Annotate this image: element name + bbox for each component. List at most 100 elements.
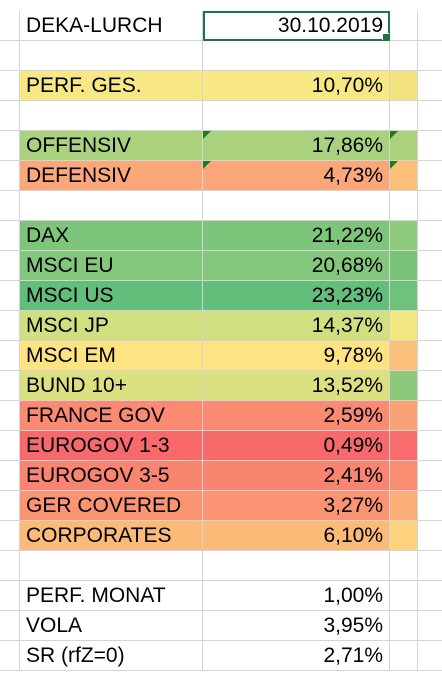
cell-label[interactable] bbox=[20, 551, 203, 581]
cell-empty[interactable] bbox=[418, 11, 442, 41]
cell-margin[interactable] bbox=[0, 71, 20, 101]
cell-empty[interactable] bbox=[418, 71, 442, 101]
cell-sparkcolor[interactable] bbox=[390, 341, 418, 371]
cell-margin[interactable] bbox=[0, 11, 20, 41]
cell-empty[interactable] bbox=[418, 161, 442, 191]
cell-value[interactable]: 1,00% bbox=[203, 581, 390, 611]
cell-empty[interactable] bbox=[418, 281, 442, 311]
cell-value[interactable]: 20,68% bbox=[203, 251, 390, 281]
cell-value[interactable]: 23,23% bbox=[203, 281, 390, 311]
cell-empty[interactable] bbox=[418, 371, 442, 401]
cell-sparkcolor[interactable] bbox=[390, 521, 418, 551]
cell-empty[interactable] bbox=[418, 521, 442, 551]
cell-margin[interactable] bbox=[0, 431, 20, 461]
cell-value[interactable]: 9,78% bbox=[203, 341, 390, 371]
cell-label[interactable]: MSCI EU bbox=[20, 251, 203, 281]
cell-value[interactable] bbox=[203, 191, 390, 221]
cell-value[interactable]: 3,95% bbox=[203, 611, 390, 641]
cell-margin[interactable] bbox=[0, 251, 20, 281]
cell-sparkcolor[interactable] bbox=[390, 401, 418, 431]
cell-empty[interactable] bbox=[418, 641, 442, 671]
cell-sparkcolor[interactable] bbox=[390, 311, 418, 341]
cell-label[interactable]: PERF. GES. bbox=[20, 71, 203, 101]
cell-label[interactable]: DEFENSIV bbox=[20, 161, 203, 191]
cell-empty[interactable] bbox=[418, 341, 442, 371]
cell-empty[interactable] bbox=[418, 191, 442, 221]
cell-value[interactable]: 14,37% bbox=[203, 311, 390, 341]
cell-value[interactable]: 4,73% bbox=[203, 161, 390, 191]
cell-empty[interactable] bbox=[418, 611, 442, 641]
cell-label[interactable]: DEKA-LURCH bbox=[20, 11, 203, 41]
cell-sparkcolor[interactable] bbox=[390, 101, 418, 131]
cell-sparkcolor[interactable] bbox=[390, 581, 418, 611]
cell-sparkcolor[interactable] bbox=[390, 41, 418, 71]
cell-label[interactable]: MSCI JP bbox=[20, 311, 203, 341]
cell-margin[interactable] bbox=[0, 581, 20, 611]
cell-label[interactable]: PERF. MONAT bbox=[20, 581, 203, 611]
cell-value[interactable]: 13,52% bbox=[203, 371, 390, 401]
cell-sparkcolor[interactable] bbox=[390, 491, 418, 521]
cell-label[interactable]: CORPORATES bbox=[20, 521, 203, 551]
cell-margin[interactable] bbox=[0, 41, 20, 71]
cell-margin[interactable] bbox=[0, 161, 20, 191]
cell-empty[interactable] bbox=[418, 101, 442, 131]
cell-value[interactable]: 3,27% bbox=[203, 491, 390, 521]
cell-label[interactable] bbox=[20, 101, 203, 131]
cell-sparkcolor[interactable] bbox=[390, 641, 418, 671]
cell-label[interactable]: VOLA bbox=[20, 611, 203, 641]
cell-empty[interactable] bbox=[418, 311, 442, 341]
cell-value[interactable] bbox=[203, 41, 390, 71]
cell-empty[interactable] bbox=[418, 551, 442, 581]
cell-value[interactable] bbox=[203, 101, 390, 131]
cell-margin[interactable] bbox=[0, 221, 20, 251]
cell-value[interactable]: 2,59% bbox=[203, 401, 390, 431]
cell-margin[interactable] bbox=[0, 101, 20, 131]
cell-label[interactable] bbox=[20, 41, 203, 71]
cell-empty[interactable] bbox=[418, 581, 442, 611]
cell-margin[interactable] bbox=[0, 461, 20, 491]
cell-empty[interactable] bbox=[418, 251, 442, 281]
cell-sparkcolor[interactable] bbox=[390, 551, 418, 581]
cell-sparkcolor[interactable] bbox=[390, 221, 418, 251]
cell-empty[interactable] bbox=[418, 41, 442, 71]
cell-label[interactable]: OFFENSIV bbox=[20, 131, 203, 161]
cell-sparkcolor[interactable] bbox=[390, 71, 418, 101]
cell-label[interactable] bbox=[20, 191, 203, 221]
cell-label[interactable]: FRANCE GOV bbox=[20, 401, 203, 431]
fill-handle[interactable] bbox=[382, 33, 389, 40]
cell-margin[interactable] bbox=[0, 191, 20, 221]
cell-margin[interactable] bbox=[0, 611, 20, 641]
cell-value[interactable]: 2,71% bbox=[203, 641, 390, 671]
cell-label[interactable]: MSCI US bbox=[20, 281, 203, 311]
cell-label[interactable]: DAX bbox=[20, 221, 203, 251]
cell-value[interactable] bbox=[203, 551, 390, 581]
cell-label[interactable]: SR (rfZ=0) bbox=[20, 641, 203, 671]
cell-label[interactable]: MSCI EM bbox=[20, 341, 203, 371]
cell-sparkcolor[interactable] bbox=[390, 161, 418, 191]
cell-value[interactable]: 6,10% bbox=[203, 521, 390, 551]
cell-sparkcolor[interactable] bbox=[390, 131, 418, 161]
cell-sparkcolor[interactable] bbox=[390, 371, 418, 401]
cell-margin[interactable] bbox=[0, 641, 20, 671]
cell-value[interactable]: 0,49% bbox=[203, 431, 390, 461]
cell-sparkcolor[interactable] bbox=[390, 461, 418, 491]
cell-margin[interactable] bbox=[0, 371, 20, 401]
cell-margin[interactable] bbox=[0, 521, 20, 551]
cell-margin[interactable] bbox=[0, 131, 20, 161]
cell-margin[interactable] bbox=[0, 401, 20, 431]
cell-margin[interactable] bbox=[0, 311, 20, 341]
cell-value[interactable]: 17,86% bbox=[203, 131, 390, 161]
cell-empty[interactable] bbox=[418, 401, 442, 431]
cell-empty[interactable] bbox=[418, 221, 442, 251]
cell-label[interactable]: GER COVERED bbox=[20, 491, 203, 521]
cell-sparkcolor[interactable] bbox=[390, 431, 418, 461]
cell-empty[interactable] bbox=[418, 431, 442, 461]
cell-value[interactable]: 2,41% bbox=[203, 461, 390, 491]
cell-sparkcolor[interactable] bbox=[390, 251, 418, 281]
cell-margin[interactable] bbox=[0, 491, 20, 521]
cell-sparkcolor[interactable] bbox=[390, 11, 418, 41]
cell-sparkcolor[interactable] bbox=[390, 191, 418, 221]
cell-empty[interactable] bbox=[418, 131, 442, 161]
cell-label[interactable]: EUROGOV 3-5 bbox=[20, 461, 203, 491]
cell-label[interactable]: EUROGOV 1-3 bbox=[20, 431, 203, 461]
